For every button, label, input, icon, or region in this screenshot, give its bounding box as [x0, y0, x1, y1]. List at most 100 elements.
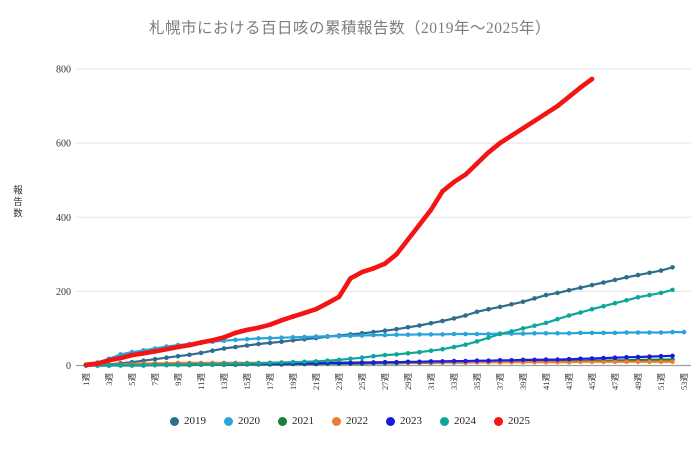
data-point — [612, 355, 618, 361]
data-point — [256, 361, 261, 366]
x-tick-label: 31週 — [426, 373, 436, 391]
data-point — [302, 359, 307, 365]
data-point — [405, 351, 411, 356]
x-tick-label: 51週 — [656, 373, 666, 391]
data-point — [463, 172, 468, 177]
legend-dot-2020 — [224, 416, 233, 426]
data-point — [302, 310, 307, 316]
data-point — [589, 282, 595, 288]
data-point — [371, 266, 376, 271]
data-point — [555, 290, 560, 296]
data-point — [187, 362, 192, 367]
data-point — [129, 352, 135, 358]
data-point — [417, 323, 422, 328]
data-point — [187, 352, 192, 358]
data-point — [624, 298, 629, 303]
data-point — [463, 358, 468, 364]
data-point — [221, 335, 227, 340]
data-point — [474, 161, 480, 166]
data-point — [440, 318, 445, 324]
data-point — [566, 313, 572, 318]
data-point — [428, 359, 434, 364]
data-point — [440, 359, 445, 364]
series-line-2024 — [84, 288, 674, 367]
data-point — [233, 361, 238, 366]
data-point — [520, 331, 526, 336]
data-point — [210, 338, 215, 343]
data-point — [187, 342, 192, 348]
data-point — [279, 335, 284, 341]
data-point — [658, 268, 664, 273]
data-point — [382, 328, 388, 334]
data-point — [141, 362, 146, 368]
x-tick-label: 15週 — [242, 373, 252, 391]
y-tick-label: 400 — [56, 213, 71, 224]
x-tick-label: 39週 — [518, 373, 528, 391]
data-point — [509, 133, 514, 138]
data-point — [141, 351, 146, 356]
data-point — [451, 331, 457, 337]
series-line-2019 — [84, 266, 674, 367]
data-point — [543, 320, 549, 326]
data-point — [428, 320, 434, 326]
x-tick-label: 1週 — [81, 373, 91, 386]
data-point — [336, 294, 342, 300]
data-point — [589, 359, 595, 365]
data-point — [624, 330, 629, 335]
x-tick-label: 13週 — [219, 373, 229, 391]
legend-label-2021: 2021 — [292, 415, 314, 427]
data-point — [497, 331, 503, 337]
data-point — [451, 344, 457, 350]
x-tick-label: 3週 — [104, 373, 114, 386]
data-point — [647, 330, 652, 335]
data-point — [520, 126, 526, 131]
legend-label-2023: 2023 — [400, 415, 422, 427]
data-point — [647, 270, 652, 276]
data-point — [555, 357, 560, 362]
data-point — [451, 179, 457, 185]
data-point — [267, 360, 273, 366]
legend-dot-2022 — [332, 416, 341, 426]
legend-item-2021: 2021 — [278, 415, 314, 427]
data-point — [325, 358, 330, 364]
data-point — [106, 358, 112, 363]
data-point — [267, 340, 273, 346]
data-point — [520, 326, 526, 331]
legend: 2019 2020 2021 2022 2023 2024 2025 — [0, 415, 700, 427]
data-point — [290, 359, 296, 365]
data-point — [612, 330, 618, 336]
data-point — [175, 353, 181, 359]
data-point — [382, 352, 388, 358]
data-point — [566, 288, 572, 293]
data-point — [670, 329, 675, 335]
x-tick-label: 53週 — [679, 373, 689, 391]
data-point — [440, 346, 445, 352]
data-point — [635, 272, 641, 278]
data-point — [325, 333, 330, 339]
data-point — [417, 222, 422, 227]
data-point — [555, 316, 560, 322]
data-point — [382, 261, 388, 266]
x-tick-label: 21週 — [311, 373, 321, 391]
data-point — [221, 346, 227, 351]
y-tick-label: 200 — [56, 287, 71, 298]
data-point — [532, 331, 537, 336]
x-tick-label: 25週 — [357, 373, 367, 391]
data-point — [152, 362, 158, 368]
data-point — [279, 360, 284, 365]
data-point — [428, 207, 434, 213]
data-point — [152, 349, 158, 354]
data-point — [451, 358, 457, 364]
data-point — [405, 359, 411, 365]
data-point — [532, 323, 537, 329]
data-point — [543, 357, 549, 362]
data-point — [244, 343, 250, 348]
data-point — [532, 118, 537, 124]
y-tick-label: 600 — [56, 139, 71, 150]
y-tick-label: 0 — [66, 361, 71, 372]
data-point — [463, 342, 468, 348]
y-tick-label: 800 — [56, 65, 71, 76]
data-point — [394, 332, 399, 338]
data-point — [440, 332, 445, 337]
